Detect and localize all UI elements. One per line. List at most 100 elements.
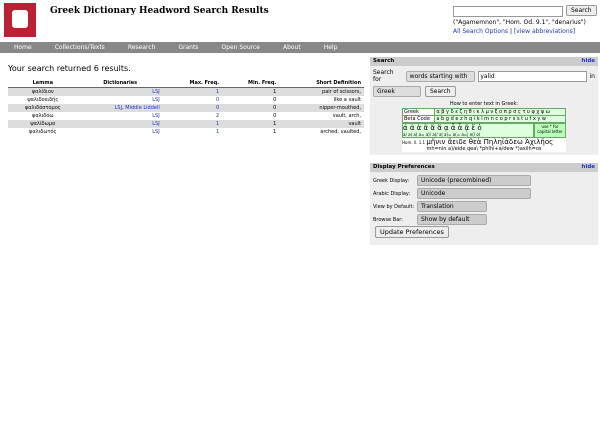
kb-capital: use * for capital letter	[534, 123, 566, 138]
nav-link[interactable]: Research	[127, 44, 156, 51]
update-button[interactable]: Update Preferences	[375, 226, 449, 238]
column-header: Short Definition	[316, 80, 361, 86]
results-table: Lemma Dictionaries Max. Freq. Min. Freq. Sho…	[8, 79, 364, 136]
definition: arched, vaulted,	[320, 129, 361, 135]
result-row: ψαλιδόω LSJ 2 0 vault, arch,	[8, 112, 364, 120]
lemma: ψαλίδωμα	[30, 121, 56, 127]
max-freq[interactable]: 0	[215, 97, 220, 103]
search-button[interactable]: Search	[566, 5, 597, 16]
definition: pair of scissors,	[322, 89, 361, 95]
mode-select[interactable]: words starting with	[405, 70, 476, 82]
dictionaries: LSJ	[78, 88, 163, 97]
lemma: ψαλιδόω	[32, 113, 54, 119]
min-freq: 0	[273, 113, 277, 119]
search-button[interactable]: Search	[425, 86, 456, 97]
kb-example: μῆνιν ἄειδε θεὰ Πηληϊάδεω Ἀχιλῆος	[426, 138, 554, 146]
kb-label: Greek	[401, 108, 436, 116]
kb-greek: α β γ δ ε ζ η θ ι κ λ μ ν ξ ο π ρ σ ς τ …	[434, 108, 566, 116]
nav-link[interactable]: Home	[14, 44, 32, 51]
lemma: ψαλιδωτός	[29, 129, 57, 135]
link[interactable]: All Search Options	[453, 28, 509, 35]
dictionaries: LSJ	[78, 96, 163, 104]
result-summary: Your search returned 6 results.	[8, 64, 131, 73]
panel-title: Search	[373, 58, 395, 64]
link[interactable]: [view abbreviations]	[513, 28, 576, 35]
pref-label: Greek Display:	[373, 177, 410, 184]
dictionary-link[interactable]: Middle Liddell	[125, 105, 160, 111]
panel-header: Search hide	[370, 57, 598, 66]
dictionary-link[interactable]: LSJ	[152, 89, 160, 95]
panel-title: Display Preferences	[373, 164, 435, 170]
search-links: All Search Options | [view abbreviations…	[453, 28, 576, 35]
dictionary-link[interactable]: LSJ	[152, 97, 160, 103]
dictionaries: LSJ	[78, 120, 163, 128]
dictionary-link[interactable]: LSJ	[152, 129, 160, 135]
search-panel: Search hide Search for words starting with…	[370, 57, 598, 155]
result-row: ψαλιδόστομος LSJ, Middle Liddell 0 0 nipper-…	[8, 104, 364, 112]
search-input[interactable]	[453, 6, 563, 17]
pref-row: Arabic Display: Unicode	[373, 187, 595, 200]
min-freq: 1	[273, 89, 277, 95]
dictionaries: LSJ	[78, 128, 163, 136]
pref-select[interactable]: Show by default	[417, 214, 487, 225]
column-header: Lemma	[32, 80, 53, 86]
min-freq: 1	[273, 121, 277, 127]
definition: vault	[348, 121, 361, 127]
column-header: Max. Freq.	[189, 80, 220, 86]
pref-label: View by Default:	[373, 203, 415, 210]
min-freq: 1	[273, 129, 277, 135]
logo-icon	[12, 10, 28, 28]
max-freq[interactable]: 0	[215, 105, 220, 111]
page-title: Greek Dictionary Headword Search Results	[50, 6, 269, 16]
nav-link[interactable]: About	[282, 44, 301, 51]
kb-label: Beta Code	[401, 115, 436, 123]
keyboard: Greek α β γ δ ε ζ η θ ι κ λ μ ν ξ ο π ρ σ…	[401, 108, 566, 152]
logo[interactable]	[4, 3, 36, 37]
dictionary-link[interactable]: LSJ	[114, 105, 123, 111]
label: Search for	[373, 69, 394, 83]
max-freq[interactable]: 1	[215, 121, 220, 127]
nav-link[interactable]: Collections/Texts	[54, 44, 105, 51]
min-freq: 0	[273, 105, 277, 111]
nav-bar: Home Collections/Texts Research Grants Open …	[0, 42, 600, 53]
result-row: ψαλιδοειδής LSJ 0 0 like a vault	[8, 96, 364, 104]
label: in	[589, 72, 595, 80]
query-input[interactable]: yalid	[478, 70, 587, 82]
howto: How to enter text in Greek:	[449, 101, 519, 107]
kb-beta: a b g d e z h q i k l m n c o p r s s t …	[434, 115, 566, 123]
result-row: ψαλίδωμα LSJ 1 1 vault	[8, 120, 364, 128]
max-freq[interactable]: 2	[215, 113, 220, 119]
max-freq[interactable]: 1	[215, 89, 220, 95]
max-freq[interactable]: 1	[215, 129, 220, 135]
kb-accents: ά ἀ ἁ ᾶ ἄ ἅ ᾳ ἆ ἇ ᾷ ἕ ὁ	[403, 124, 482, 132]
search-examples: ("Agamemnon", "Hom. Od. 9.1", "denarius"…	[453, 19, 586, 26]
nav-link[interactable]: Help	[323, 44, 338, 51]
pref-row: View by Default: Translation	[373, 200, 595, 213]
definition: nipper-mouthed,	[319, 105, 361, 111]
kb-ref: Hom. Il. 1.1	[402, 140, 426, 145]
definition: vault, arch,	[332, 113, 361, 119]
result-row: ψαλίδιον LSJ 1 1 pair of scissors,	[8, 87, 364, 97]
pref-select[interactable]: Translation	[417, 201, 487, 212]
pref-select[interactable]: Unicode	[417, 188, 531, 199]
lemma: ψαλιδοειδής	[27, 97, 59, 103]
lemma: ψαλιδόστομος	[24, 105, 61, 111]
pref-label: Arabic Display:	[373, 190, 411, 197]
dictionary-link[interactable]: LSJ	[152, 121, 160, 127]
pref-label: Browse Bar:	[373, 216, 403, 223]
column-header: Min. Freq.	[247, 80, 277, 86]
min-freq: 0	[273, 97, 277, 103]
pref-row: Browse Bar: Show by default	[373, 213, 595, 226]
dictionaries: LSJ	[78, 112, 163, 120]
kb-accents-beta: a/ a) a( a= a)/ a(/ a| a)= a(= a=| e(/ o…	[403, 132, 481, 137]
pref-select[interactable]: Unicode (precombined)	[417, 175, 531, 186]
hide-link[interactable]: hide	[581, 164, 595, 170]
kb-example-beta: mh=nin a)/eide qea\ *phlhi+a/dew *)axilh…	[426, 146, 542, 152]
hide-link[interactable]: hide	[581, 58, 595, 64]
language-select[interactable]: Greek	[373, 86, 421, 97]
result-row: ψαλιδωτός LSJ 1 1 arched, vaulted,	[8, 128, 364, 136]
nav-link[interactable]: Open Source	[221, 44, 260, 51]
nav-link[interactable]: Grants	[178, 44, 199, 51]
dictionary-link[interactable]: LSJ	[152, 113, 160, 119]
